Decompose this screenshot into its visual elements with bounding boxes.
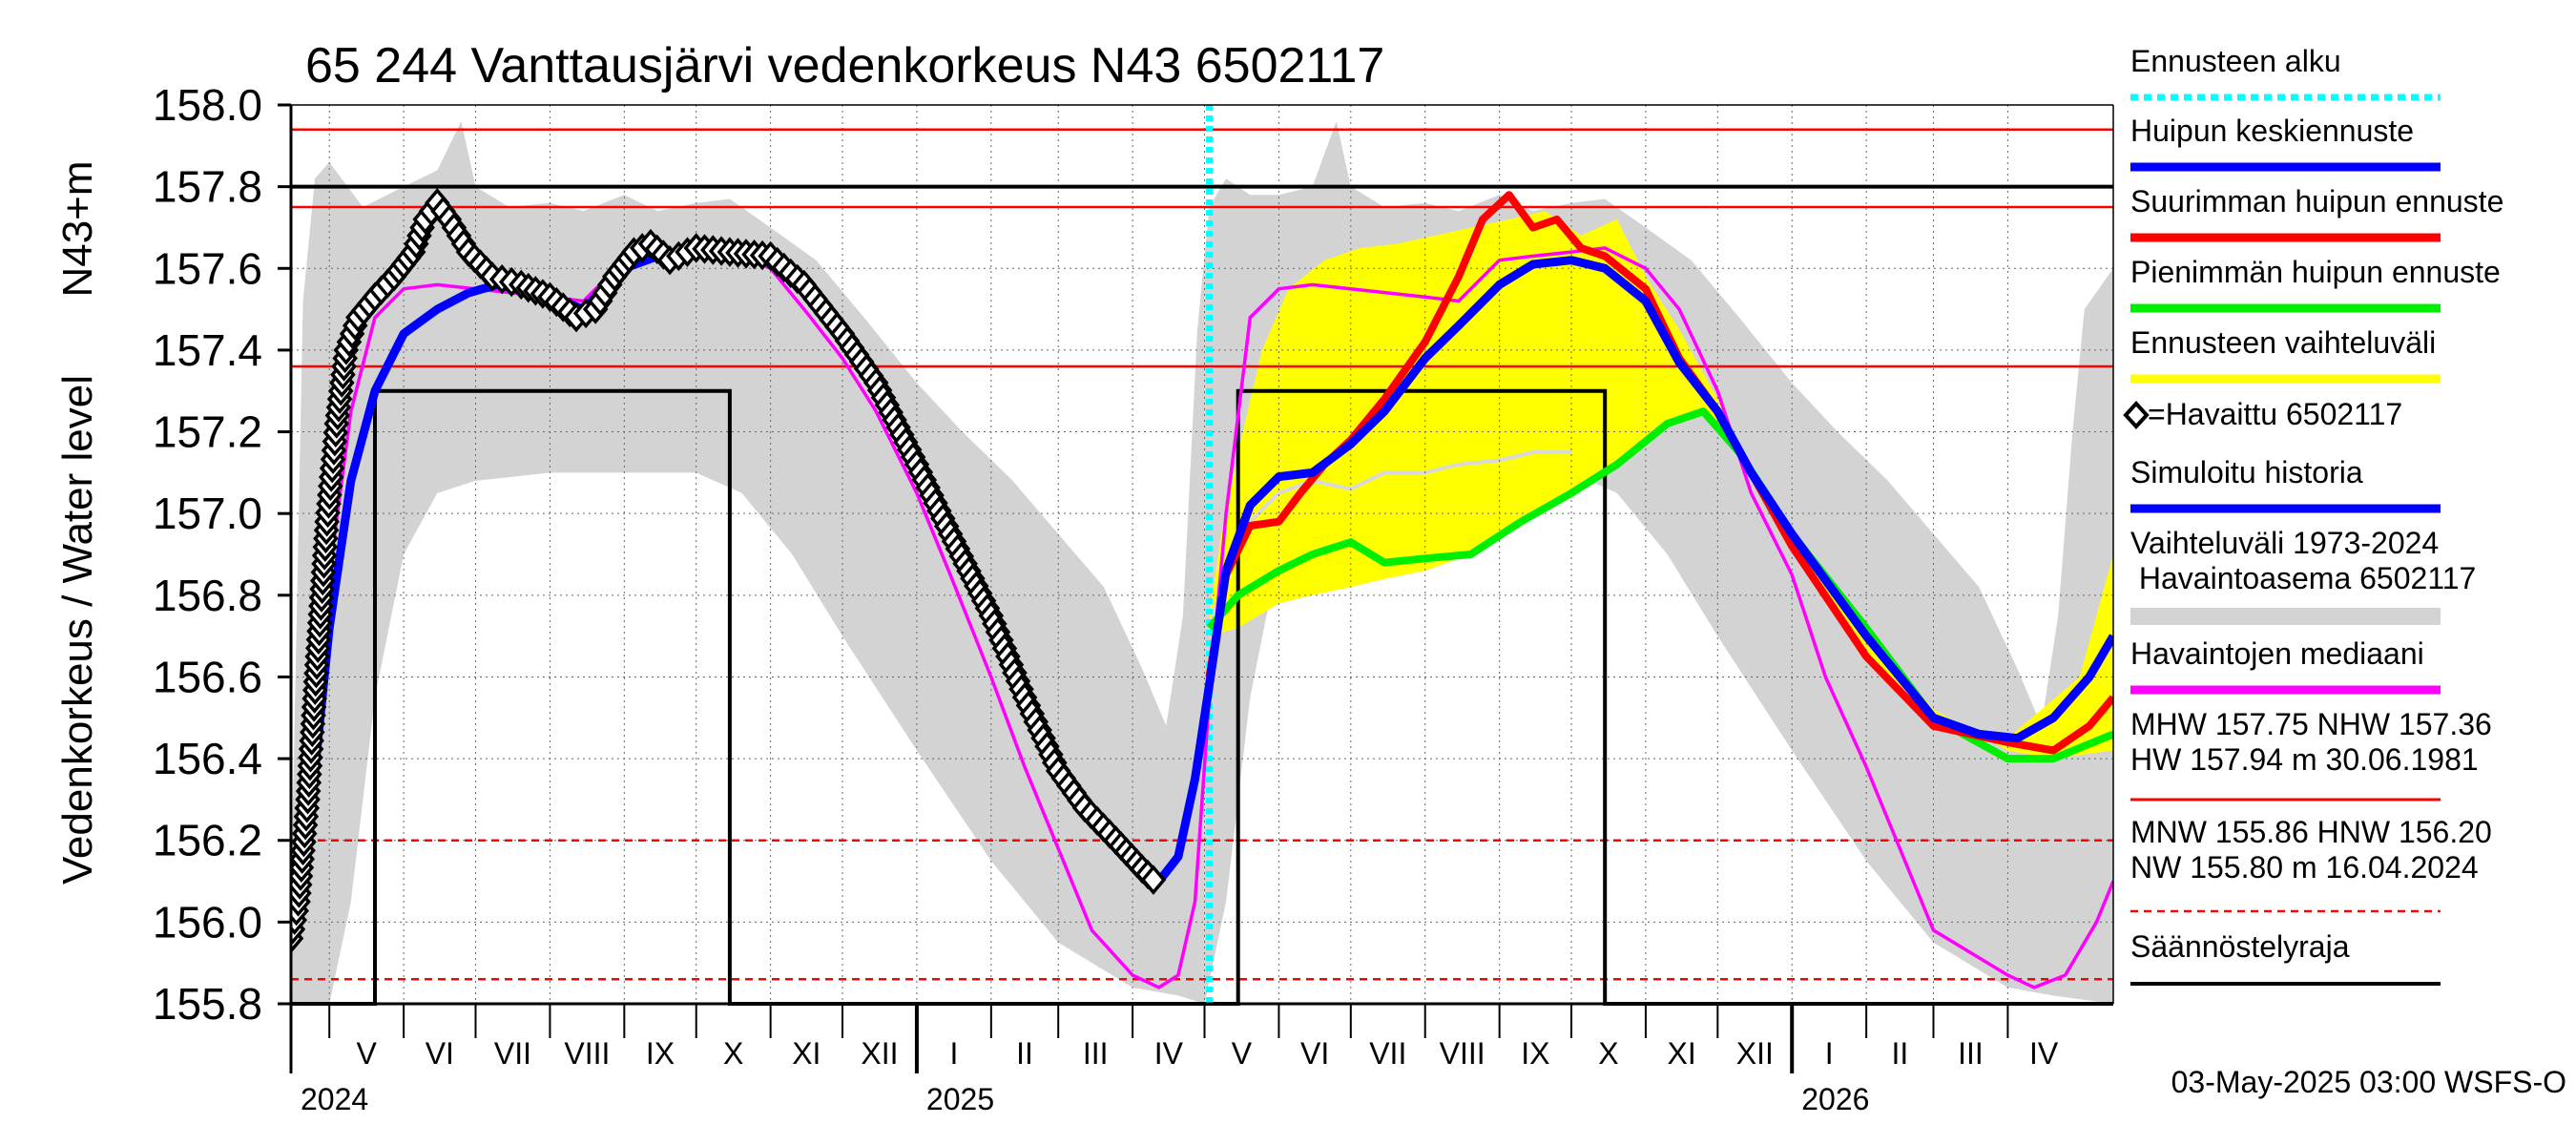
legend-label: Ennusteen vaihteluväli <box>2130 325 2436 360</box>
month-label: IV <box>2029 1036 2059 1071</box>
y-tick-label: 156.2 <box>153 816 262 865</box>
month-label: I <box>949 1036 958 1071</box>
y-tick-label: 157.6 <box>153 243 262 293</box>
chart-title: 65 244 Vanttausjärvi vedenkorkeus N43 65… <box>305 38 1384 94</box>
observed-marker <box>1140 864 1167 895</box>
month-label: V <box>356 1036 377 1071</box>
month-label: V <box>1232 1036 1253 1071</box>
y-tick-label: 156.4 <box>153 734 262 783</box>
month-label: XII <box>1736 1036 1774 1071</box>
legend-label: MHW 157.75 NHW 157.36 <box>2130 707 2492 741</box>
month-label: VI <box>1300 1036 1329 1071</box>
month-label: XII <box>861 1036 898 1071</box>
month-label: VII <box>494 1036 531 1071</box>
footer-timestamp: 03-May-2025 03:00 WSFS-O <box>2171 1065 2566 1099</box>
month-label: VII <box>1369 1036 1406 1071</box>
legend-label: MNW 155.86 HNW 156.20 <box>2130 815 2492 849</box>
y-tick-label: 156.6 <box>153 652 262 701</box>
y-tick-label: 157.8 <box>153 162 262 212</box>
legend-label: Vaihteluväli 1973-2024 <box>2130 526 2439 560</box>
legend-marker <box>2123 401 2150 429</box>
month-label: X <box>1598 1036 1618 1071</box>
month-label: XI <box>1668 1036 1696 1071</box>
legend-label: Havaintojen mediaani <box>2130 636 2424 671</box>
month-label: VIII <box>564 1036 610 1071</box>
legend-swatch <box>2130 608 2441 625</box>
legend-label: Havaintoasema 6502117 <box>2130 561 2476 595</box>
legend-label: Ennusteen alku <box>2130 44 2341 78</box>
y-tick-label: 156.0 <box>153 897 262 947</box>
legend-label: HW 157.94 m 30.06.1981 <box>2130 742 2479 777</box>
legend: Ennusteen alku Huipun keskiennuste Suurimm… <box>2123 44 2503 986</box>
month-label: III <box>1083 1036 1109 1071</box>
y-tick-label: 155.8 <box>153 979 262 1029</box>
series-suurimman-huipun-ennuste <box>1205 191 2113 755</box>
legend-label: =Havaittu 6502117 <box>2148 397 2402 431</box>
month-label: VIII <box>1440 1036 1485 1071</box>
series-havaintojen-mediaani <box>291 246 2113 989</box>
month-label: I <box>1825 1036 1834 1071</box>
legend-label: Huipun keskiennuste <box>2130 114 2414 148</box>
legend-label: Suurimman huipun ennuste <box>2130 184 2503 219</box>
month-label: III <box>1958 1036 1984 1071</box>
year-label: 2026 <box>1801 1082 1869 1116</box>
series-layer <box>291 188 2113 989</box>
legend-label: Pienimmän huipun ennuste <box>2130 255 2501 289</box>
legend-label: NW 155.80 m 16.04.2024 <box>2130 850 2479 885</box>
month-label: IX <box>1521 1036 1549 1071</box>
month-label: X <box>723 1036 743 1071</box>
y-tick-label: 157.2 <box>153 407 262 457</box>
month-label: VI <box>426 1036 454 1071</box>
month-label: II <box>1891 1036 1908 1071</box>
y-tick-label: 157.4 <box>153 325 262 375</box>
y-axis-label: Vedenkorkeus / Water level <box>54 375 101 885</box>
y-tick-label: 158.0 <box>153 80 262 130</box>
y-tick-label: 156.8 <box>153 571 262 620</box>
month-label: IV <box>1154 1036 1184 1071</box>
month-label: XI <box>792 1036 821 1071</box>
year-label: 2025 <box>926 1082 994 1116</box>
y-axis-unit: N43+m <box>54 160 101 297</box>
month-label: II <box>1016 1036 1033 1071</box>
forecast-median-line <box>1207 450 1571 629</box>
y-tick-label: 157.0 <box>153 489 262 538</box>
legend-label: Säännöstelyraja <box>2130 929 2350 964</box>
year-label: 2024 <box>301 1082 368 1116</box>
month-label: IX <box>646 1036 675 1071</box>
legend-label: Simuloitu historia <box>2130 455 2363 489</box>
axes-layer: 158.0 157.8 157.6 157.4 157.2 157.0 156.8 156.6… <box>153 80 2114 1116</box>
